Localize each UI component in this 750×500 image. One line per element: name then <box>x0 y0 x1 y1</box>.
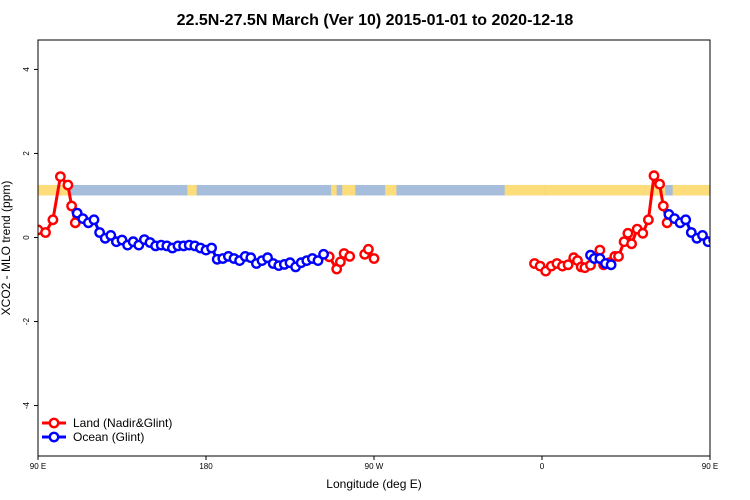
x-axis-label: Longitude (deg E) <box>326 477 421 491</box>
x-tick-label: 0 <box>540 462 545 471</box>
ocean-point <box>105 229 117 241</box>
legend-item-land: Land (Nadir&Glint) <box>42 416 172 430</box>
land-strip-segment <box>672 184 710 196</box>
land-point <box>643 214 654 226</box>
legend-label: Land (Nadir&Glint) <box>73 416 172 430</box>
ocean-point <box>605 259 617 271</box>
series-layer <box>38 170 740 277</box>
legend-marker <box>48 431 60 443</box>
land-point <box>334 256 346 268</box>
ocean-point <box>680 214 692 226</box>
ocean-point <box>88 214 100 226</box>
land-strip-segment <box>38 184 68 196</box>
ocean-point <box>715 241 723 249</box>
ocean-point <box>318 248 329 260</box>
y-tick-label: 2 <box>22 151 31 156</box>
chart-title: 22.5N-27.5N March (Ver 10) 2015-01-01 to… <box>177 12 574 29</box>
y-tick-label: 4 <box>22 67 31 72</box>
x-tick-label: 90 E <box>30 462 46 471</box>
legend: Land (Nadir&Glint)Ocean (Glint) <box>42 416 172 444</box>
ocean-point <box>312 255 324 266</box>
land-strip-segment <box>187 184 197 196</box>
x-tick-label: 90 E <box>702 462 718 471</box>
land-strip-segment <box>504 184 546 196</box>
y-tick-label: 0 <box>22 235 31 240</box>
land-strip-segment <box>385 184 397 196</box>
land-point <box>648 170 660 182</box>
surface-strip <box>38 184 710 196</box>
ocean-point <box>726 241 734 249</box>
land-point <box>637 227 649 239</box>
land-point <box>47 214 59 226</box>
land-point <box>613 250 624 262</box>
ocean-point <box>697 229 708 241</box>
land-point <box>657 200 669 212</box>
ocean-point <box>206 242 218 254</box>
x-tick-label: 90 W <box>365 462 384 471</box>
y-tick-label: -2 <box>22 317 31 325</box>
land-point <box>62 179 74 191</box>
legend-label: Ocean (Glint) <box>73 430 144 444</box>
land-point <box>594 244 606 256</box>
ocean-point <box>732 235 740 243</box>
land-strip-segment <box>342 184 356 196</box>
ocean-point <box>708 236 710 244</box>
y-axis-label: XCO2 - MLO trend (ppm) <box>0 181 13 316</box>
land-point <box>344 250 356 262</box>
land-strip-segment <box>545 184 645 196</box>
y-tick-label: -4 <box>22 401 31 409</box>
land-point <box>622 227 634 239</box>
x-tick-label: 180 <box>199 462 213 471</box>
ocean-series <box>71 207 740 273</box>
land-series <box>38 170 673 277</box>
land-point <box>562 259 574 271</box>
land-point <box>362 243 374 255</box>
land-point <box>40 227 51 238</box>
land-point <box>368 253 380 264</box>
x-axis: 90 E 180 90 W 0 90 E <box>30 456 718 471</box>
land-point <box>66 200 78 212</box>
y-axis: -4 -2 0 2 4 <box>22 67 38 409</box>
legend-marker <box>48 417 60 429</box>
land-strip-segment <box>331 184 337 196</box>
land-point <box>626 238 637 250</box>
ocean-point <box>702 236 710 248</box>
ocean-point <box>721 238 729 246</box>
land-point <box>55 171 66 183</box>
land-point <box>654 178 665 190</box>
land-strip-segment <box>644 184 666 196</box>
legend-item-ocean: Ocean (Glint) <box>42 430 144 444</box>
ocean-strip <box>38 184 710 196</box>
